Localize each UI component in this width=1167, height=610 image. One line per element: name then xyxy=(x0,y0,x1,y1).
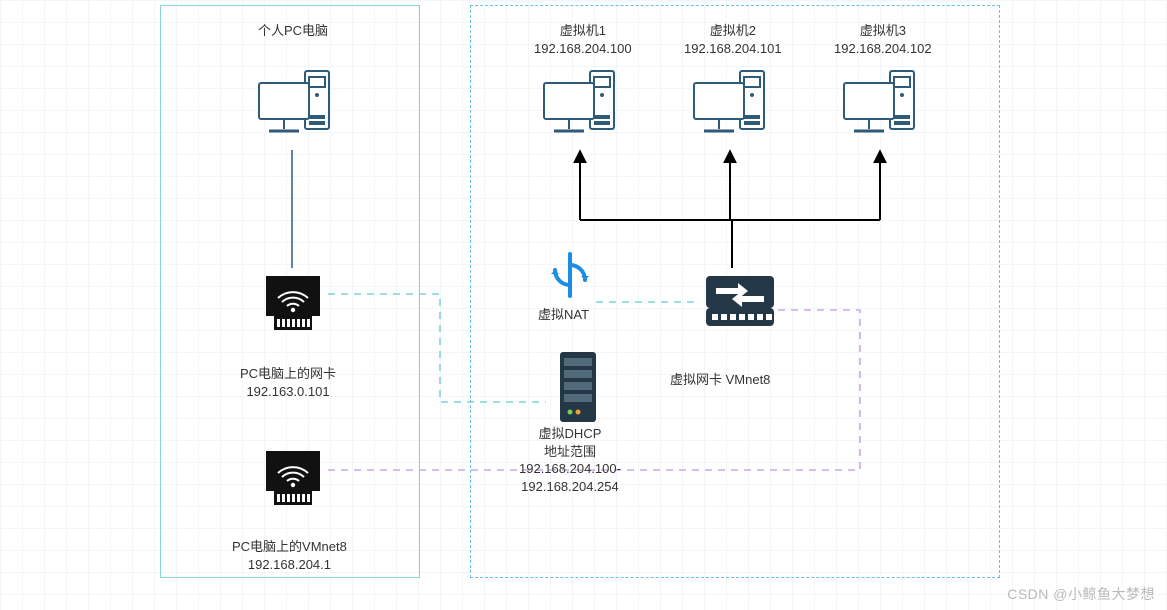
watermark: CSDN @小鲸鱼大梦想 xyxy=(1007,584,1155,604)
label-nat: 虚拟NAT xyxy=(538,306,589,324)
label-pc_title: 个人PC电脑 xyxy=(258,22,328,40)
label-vm3: 虚拟机3 192.168.204.102 xyxy=(834,22,932,57)
label-pc_nic: PC电脑上的网卡 192.163.0.101 xyxy=(240,365,336,400)
diagram-layer: 个人PC电脑 虚拟机1 192.168.204.100 虚拟机2 192.168.2… xyxy=(0,0,1167,610)
labels-layer: 个人PC电脑 虚拟机1 192.168.204.100 虚拟机2 192.168.2… xyxy=(0,0,1167,610)
label-vm1: 虚拟机1 192.168.204.100 xyxy=(534,22,632,57)
label-dhcp: 虚拟DHCP 地址范围 192.168.204.100- 192.168.204… xyxy=(519,425,621,495)
label-vmnet8: 虚拟网卡 VMnet8 xyxy=(670,371,770,389)
label-vm2: 虚拟机2 192.168.204.101 xyxy=(684,22,782,57)
label-pc_vmnet8: PC电脑上的VMnet8 192.168.204.1 xyxy=(232,538,347,573)
